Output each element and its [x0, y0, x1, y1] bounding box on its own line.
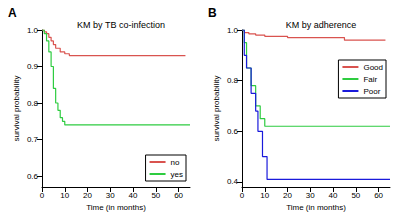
- svg-text:60: 60: [374, 191, 383, 200]
- svg-text:B: B: [208, 6, 217, 20]
- svg-text:Poor: Poor: [363, 87, 380, 96]
- svg-text:no: no: [171, 158, 180, 167]
- svg-text:10: 10: [260, 191, 269, 200]
- svg-text:0.9: 0.9: [27, 62, 39, 71]
- svg-text:0: 0: [240, 191, 245, 200]
- svg-text:yes: yes: [171, 170, 183, 179]
- svg-text:50: 50: [151, 191, 160, 200]
- svg-text:0.6: 0.6: [227, 127, 239, 136]
- svg-text:0.6: 0.6: [27, 172, 39, 181]
- svg-text:survival probability: survival probability: [212, 76, 221, 142]
- svg-text:Good: Good: [363, 63, 383, 72]
- svg-text:0.7: 0.7: [27, 135, 39, 144]
- svg-text:Time (in months): Time (in months): [286, 203, 346, 212]
- svg-text:Time (in months): Time (in months): [86, 203, 146, 212]
- svg-text:20: 20: [83, 191, 92, 200]
- svg-text:1.0: 1.0: [27, 26, 39, 35]
- svg-text:1.0: 1.0: [227, 26, 239, 35]
- svg-text:40: 40: [129, 191, 138, 200]
- svg-text:0.8: 0.8: [27, 99, 39, 108]
- svg-text:20: 20: [283, 191, 292, 200]
- svg-text:A: A: [8, 6, 17, 20]
- svg-text:survival probability: survival probability: [12, 76, 21, 142]
- svg-text:40: 40: [329, 191, 338, 200]
- svg-text:KM by TB co-infection: KM by TB co-infection: [77, 20, 165, 30]
- svg-text:30: 30: [306, 191, 315, 200]
- svg-text:0.4: 0.4: [227, 177, 239, 186]
- svg-text:KM by adherence: KM by adherence: [286, 20, 357, 30]
- svg-text:50: 50: [351, 191, 360, 200]
- svg-text:0: 0: [40, 191, 45, 200]
- svg-text:0.8: 0.8: [227, 76, 239, 85]
- svg-text:30: 30: [106, 191, 115, 200]
- svg-text:Fair: Fair: [363, 75, 377, 84]
- svg-text:60: 60: [174, 191, 183, 200]
- svg-text:10: 10: [60, 191, 69, 200]
